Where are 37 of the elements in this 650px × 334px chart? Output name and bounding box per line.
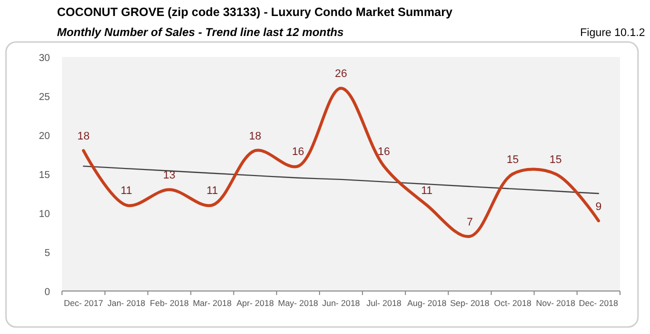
data-label: 11: [421, 185, 433, 198]
data-label: 16: [378, 146, 390, 158]
x-tick-label: Dec- 2017: [64, 298, 104, 308]
data-label: 18: [77, 130, 90, 143]
data-label: 9: [595, 200, 602, 213]
x-tick-label: Apr- 2018: [236, 298, 274, 308]
y-tick-label: 15: [38, 170, 50, 181]
data-label: 13: [163, 170, 176, 182]
caption: Figure 10.1.2: [580, 27, 645, 39]
data-label: 26: [334, 68, 348, 80]
data-label: 18: [249, 130, 262, 143]
x-tick-label: Feb- 2018: [150, 298, 189, 308]
line-series: [82, 166, 600, 194]
x-tick-label: Jan- 2018: [107, 298, 146, 308]
data-label: 16: [292, 146, 304, 158]
x-tick-label: Mar- 2018: [192, 298, 232, 308]
x-tick-label: Dec- 2018: [578, 298, 618, 308]
y-tick-label: 0: [44, 287, 50, 298]
y-tick-label: 20: [38, 131, 50, 142]
data-label: 11: [206, 185, 218, 198]
x-tick-label: Oct- 2018: [494, 298, 532, 308]
x-tick-label: Jul- 2018: [366, 298, 402, 308]
data-label: 15: [549, 154, 562, 166]
y-tick-label: 30: [38, 53, 50, 64]
x-tick-label: May- 2018: [278, 298, 318, 308]
y-tick-label: 5: [44, 248, 50, 259]
y-tick-label: 10: [38, 209, 50, 220]
chart-subtitle: Monthly Number of Sales - Trend line last 12 months: [57, 27, 344, 39]
data-label: 11: [120, 185, 132, 198]
y-tick-label: 25: [38, 92, 50, 103]
x-tick-label: Nov- 2018: [536, 298, 576, 308]
chart-title: COCONUT GROVE (zip code 33133) - Luxury Condo Market Summary: [57, 5, 453, 19]
x-tick-label: Jun- 2018: [322, 298, 360, 308]
data-label: 7: [466, 216, 473, 228]
x-tick-label: Sep- 2018: [450, 298, 490, 308]
x-tick-label: Aug- 2018: [407, 298, 447, 308]
data-label: 15: [506, 154, 519, 166]
